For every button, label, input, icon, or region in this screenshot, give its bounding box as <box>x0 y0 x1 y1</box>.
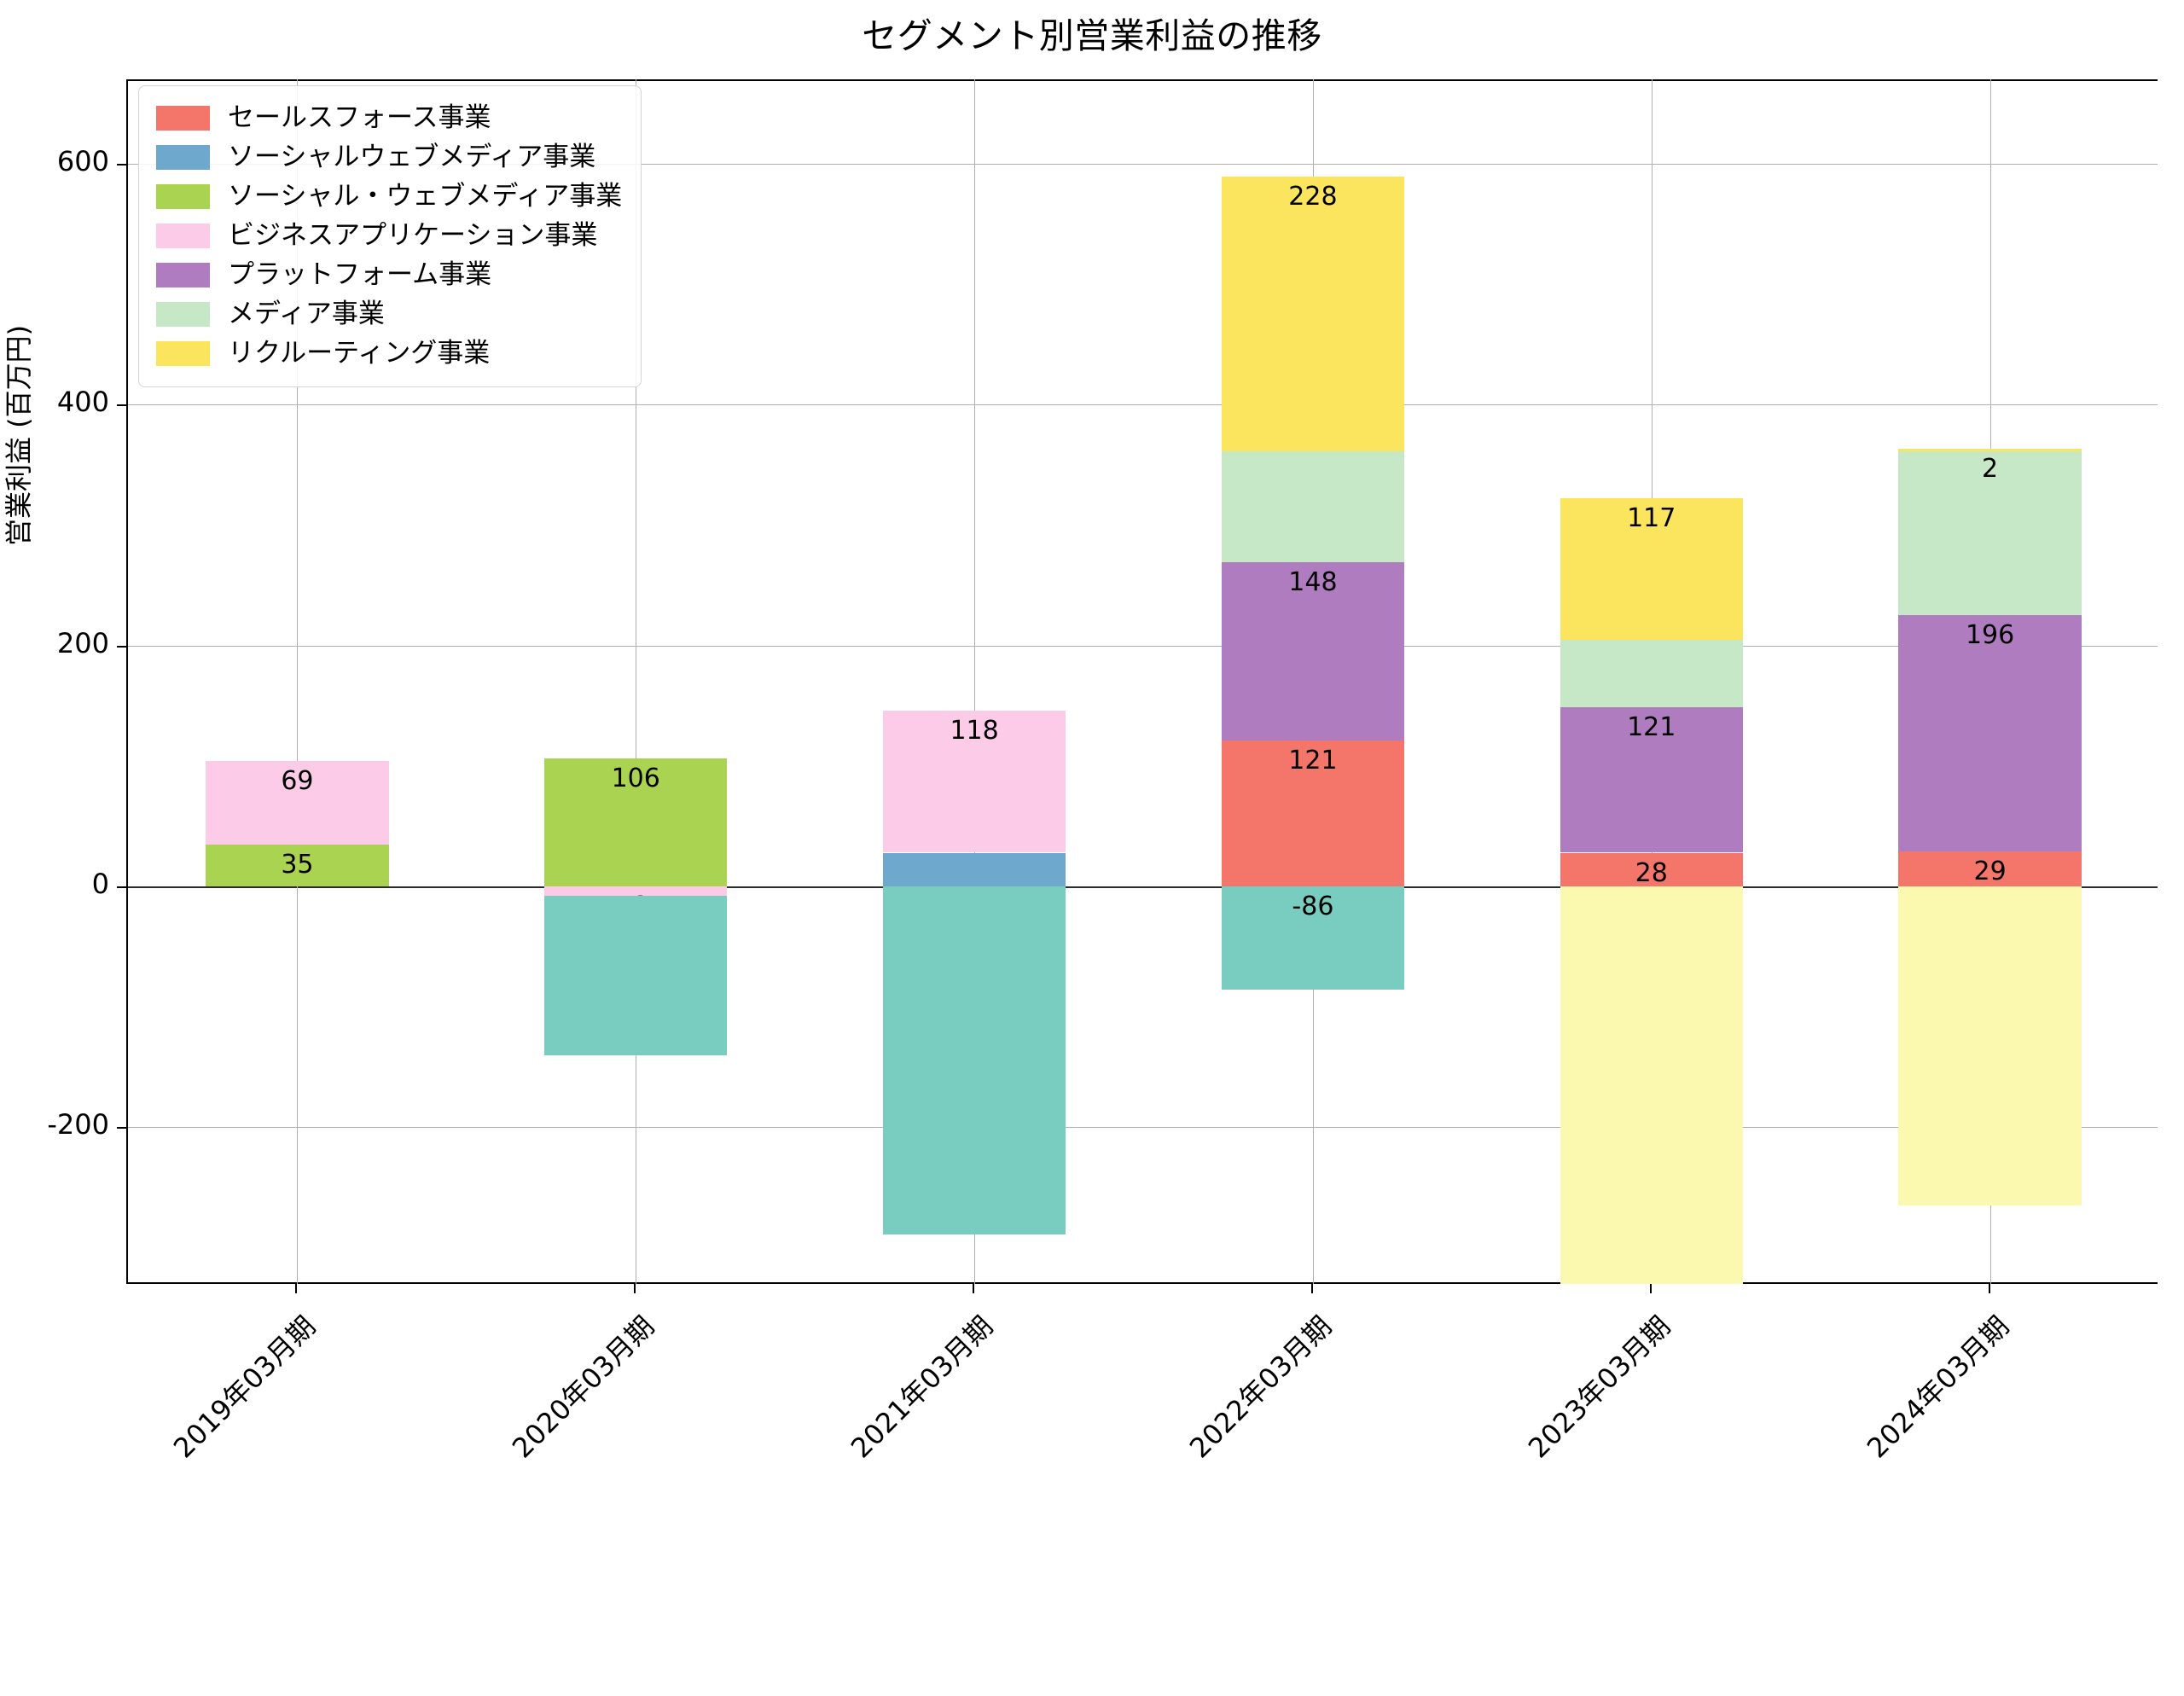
y-tick-label: -200 <box>47 1108 109 1141</box>
y-tick-mark <box>117 404 126 407</box>
legend-swatch-icon <box>156 340 210 366</box>
y-tick-label: 0 <box>91 868 109 901</box>
bar-segment[interactable] <box>882 852 1066 887</box>
bar-segment[interactable] <box>882 886 1066 1235</box>
bar-segment[interactable] <box>206 761 389 845</box>
gridline-x-2 <box>974 79 976 1284</box>
legend-item-2[interactable]: ソーシャル・ウェブメディア事業 <box>156 177 622 216</box>
bar-segment[interactable] <box>1898 615 2082 852</box>
y-tick-mark <box>117 163 126 166</box>
y-axis-label: 営業利益 (百万円) <box>3 324 35 546</box>
x-tick-mark <box>295 1284 298 1293</box>
gridline-y-400 <box>128 404 2158 406</box>
bar-segment[interactable] <box>544 886 728 897</box>
bar-segment[interactable] <box>1898 449 2082 452</box>
legend-swatch-icon <box>156 262 210 288</box>
bar-segment[interactable] <box>1560 852 1743 887</box>
x-tick-label-3: 2022年03月期 <box>1182 1310 1339 1465</box>
bar-segment[interactable] <box>1221 741 1405 887</box>
legend-label: ビジネスアプリケーション事業 <box>228 219 598 251</box>
x-tick-mark <box>1310 1284 1313 1293</box>
x-tick-label-4: 2023年03月期 <box>1521 1310 1676 1465</box>
bar-segment[interactable] <box>1898 886 2082 1206</box>
bar-segment[interactable] <box>882 710 1066 853</box>
bar-segment[interactable] <box>544 896 728 1055</box>
bar-segment[interactable] <box>1221 177 1405 452</box>
legend-swatch-icon <box>156 183 210 209</box>
bar-segment[interactable] <box>1221 562 1405 741</box>
legend-label: ソーシャル・ウェブメディア事業 <box>228 180 623 212</box>
x-tick-mark <box>1649 1284 1652 1293</box>
gridline-y--200 <box>128 1127 2158 1129</box>
legend-item-1[interactable]: ソーシャルウェブメディア事業 <box>156 137 622 177</box>
y-tick-label: 200 <box>56 626 109 659</box>
x-tick-mark <box>634 1284 636 1293</box>
legend-swatch-icon <box>156 223 210 248</box>
chart-title: セグメント別営業利益の推移 <box>862 15 1322 56</box>
gridline-y-0 <box>128 886 2158 889</box>
legend-swatch-icon <box>156 105 210 131</box>
legend-item-3[interactable]: ビジネスアプリケーション事業 <box>156 216 622 255</box>
chart-legend: セールスフォース事業ソーシャルウェブメディア事業 ソーシャル・ウェブメディア事業ビ… <box>138 85 642 387</box>
legend-label: プラットフォーム事業 <box>228 258 492 290</box>
y-tick-label: 600 <box>56 144 109 177</box>
legend-item-5[interactable]: メディア事業 <box>156 294 622 334</box>
bar-segment[interactable] <box>544 758 728 887</box>
x-tick-label-5: 2024年03月期 <box>1860 1310 2015 1465</box>
legend-swatch-icon <box>156 301 210 327</box>
bar-segment[interactable] <box>1560 886 1743 1284</box>
plot-frame-bottom <box>128 1282 2158 1284</box>
y-tick-mark <box>117 886 126 889</box>
legend-label: セールスフォース事業 <box>228 102 491 133</box>
legend-label: メディア事業 <box>228 298 385 329</box>
x-tick-mark <box>1988 1284 1990 1293</box>
bar-segment[interactable] <box>206 844 389 887</box>
bar-segment[interactable] <box>1898 451 2082 616</box>
bar-segment[interactable] <box>1898 851 2082 887</box>
y-tick-label: 400 <box>56 386 109 419</box>
chart-root: セグメント別営業利益の推移 営業利益 (百万円) 3569106-8118121… <box>3 15 2158 1465</box>
legend-label: リクルーティング事業 <box>228 337 491 369</box>
x-tick-label-0: 2019年03月期 <box>167 1310 322 1465</box>
gridline-x-0 <box>297 79 299 1284</box>
bar-segment[interactable] <box>1560 706 1743 853</box>
plot-frame-top <box>128 79 2158 81</box>
legend-item-6[interactable]: リクルーティング事業 <box>156 334 622 373</box>
legend-label: ソーシャルウェブメディア事業 <box>228 141 596 172</box>
x-tick-mark <box>973 1284 975 1293</box>
y-tick-mark <box>117 645 126 648</box>
x-tick-label-1: 2020年03月期 <box>506 1310 661 1465</box>
bar-segment[interactable] <box>1221 886 1405 990</box>
legend-item-4[interactable]: プラットフォーム事業 <box>156 255 622 294</box>
gridline-y-600 <box>128 163 2158 165</box>
bar-segment[interactable] <box>1560 639 1743 707</box>
bar-segment[interactable] <box>1560 498 1743 640</box>
bar-segment[interactable] <box>1221 451 1405 563</box>
legend-item-0[interactable]: セールスフォース事業 <box>156 98 622 137</box>
y-tick-mark <box>117 1127 126 1130</box>
x-tick-label-2: 2021年03月期 <box>845 1310 1000 1465</box>
gridline-y-200 <box>128 645 2158 647</box>
legend-swatch-icon <box>156 144 210 170</box>
